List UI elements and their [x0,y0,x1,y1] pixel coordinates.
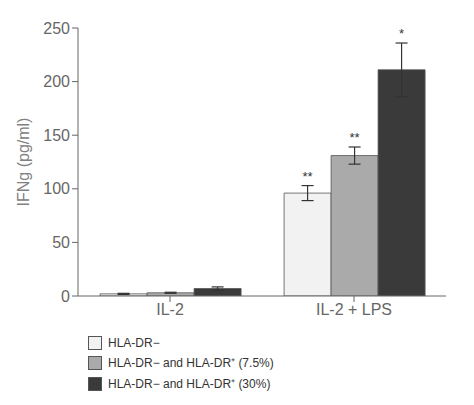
html-text:HLA-DR− and HLA-DR⁺ (7.5%): HLA-DR− and HLA-DR⁺ (7.5%) [108,356,274,370]
html-text:HLA-DR−: HLA-DR− [108,336,160,350]
svg-text:IL-2 + LPS: IL-2 + LPS [316,301,392,318]
svg-text:250: 250 [43,20,70,37]
svg-text:150: 150 [43,127,70,144]
svg-text:*: * [399,26,404,41]
svg-text:200: 200 [43,73,70,90]
html-text:HLA-DR− and HLA-DR⁺ (30%): HLA-DR− and HLA-DR⁺ (30%) [108,377,271,391]
svg-text:100: 100 [43,180,70,197]
svg-text:**: ** [350,130,360,145]
svg-text:**: ** [303,169,313,184]
svg-text:50: 50 [52,234,70,251]
svg-text:0: 0 [61,288,70,305]
svg-text:IL-2: IL-2 [156,301,184,318]
svg-text:IFNg (pg/ml): IFNg (pg/ml) [15,118,32,207]
